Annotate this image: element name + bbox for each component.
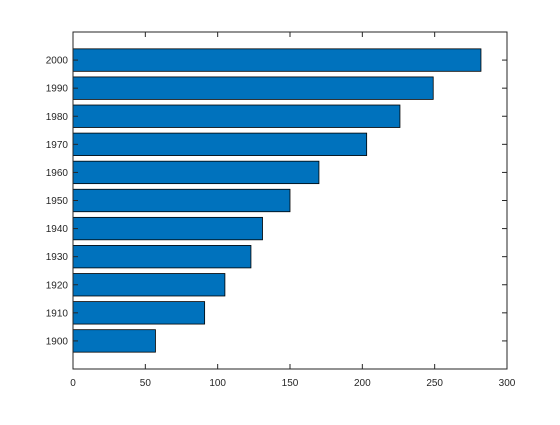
y-tick-label-1950: 1950: [46, 196, 69, 207]
bar-1910: [72, 301, 206, 325]
x-tick-label-50: 50: [140, 378, 152, 389]
x-tick-label-300: 300: [499, 378, 516, 389]
bar-1920: [72, 273, 226, 297]
bar-1940: [72, 216, 263, 241]
tick-labels-group: 1900 1910 1920 1930 1940 1950 1960 1970 1980 1990…: [46, 56, 516, 389]
bar-1960: [72, 160, 320, 185]
bar-1980: [72, 104, 401, 128]
x-tick-label-150: 150: [282, 378, 299, 389]
bar-1990: [72, 76, 434, 100]
bar-1930: [72, 245, 252, 269]
y-tick-label-1990: 1990: [46, 84, 69, 95]
y-tick-label-1940: 1940: [46, 224, 69, 235]
x-tick-label-200: 200: [354, 378, 371, 389]
y-tick-label-1900: 1900: [46, 336, 69, 347]
bar-2000: [72, 48, 482, 72]
y-tick-label-1980: 1980: [46, 112, 69, 123]
bar-1950: [72, 188, 291, 213]
y-tick-label-2000: 2000: [46, 56, 69, 67]
y-tick-label-1920: 1920: [46, 280, 69, 291]
x-tick-label-0: 0: [70, 378, 76, 389]
y-tick-label-1910: 1910: [46, 308, 69, 319]
x-tick-label-100: 100: [209, 378, 226, 389]
y-tick-label-1970: 1970: [46, 140, 69, 151]
plot-frame: [72, 31, 508, 370]
y-tick-label-1960: 1960: [46, 168, 69, 179]
y-tick-label-1930: 1930: [46, 252, 69, 263]
bar-1970: [72, 132, 368, 156]
bar-1900: [72, 329, 156, 353]
x-tick-label-250: 250: [426, 378, 443, 389]
